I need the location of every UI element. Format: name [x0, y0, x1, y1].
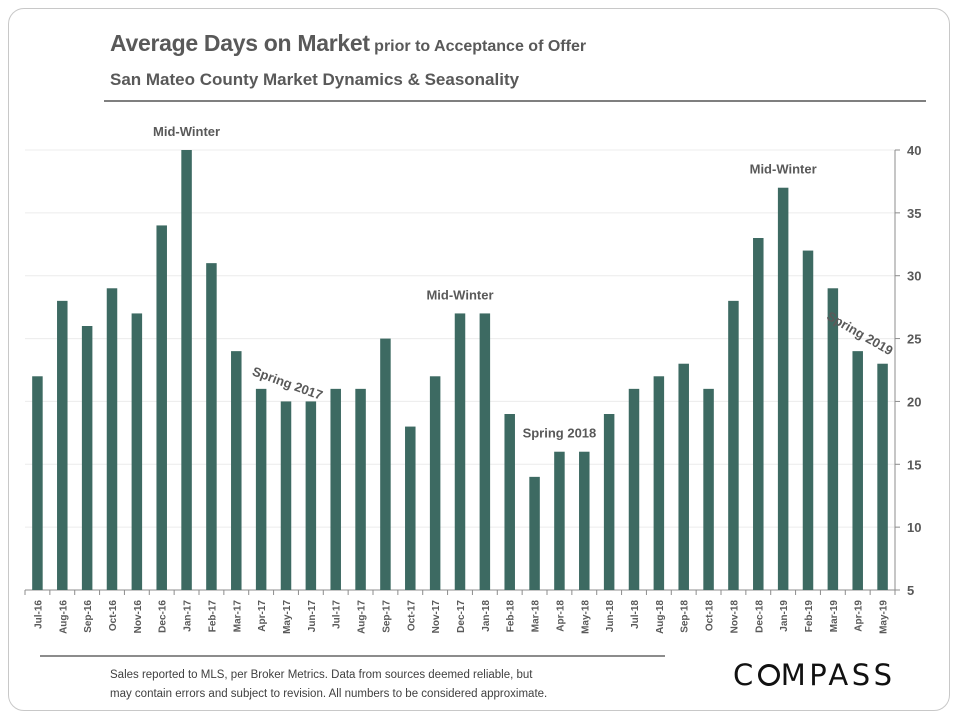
bar	[206, 263, 217, 590]
x-tick-label: May-18	[580, 600, 591, 634]
x-tick-label: Sep-17	[381, 600, 392, 633]
bar	[81, 326, 93, 590]
x-tick-label: Nov-17	[431, 600, 442, 634]
x-tick-label: Mar-17	[232, 600, 243, 633]
y-tick-label: 25	[907, 332, 921, 347]
bar	[380, 338, 391, 590]
chart-annotation: Spring 2018	[523, 426, 597, 441]
chart-title-main: Average Days on Market	[110, 30, 370, 56]
logo-text-end: MPASS	[780, 658, 896, 692]
x-tick-label: Apr-19	[854, 600, 865, 632]
y-tick-label: 40	[907, 143, 921, 158]
bar	[280, 401, 292, 590]
x-tick-label: Nov-18	[729, 600, 740, 634]
x-tick-label: Oct-18	[705, 600, 716, 632]
bar	[802, 250, 814, 591]
y-tick-label: 35	[907, 206, 921, 221]
x-tick-label: Aug-16	[58, 600, 69, 634]
x-tick-label: Dec-16	[158, 600, 169, 633]
x-tick-label: Mar-19	[829, 600, 840, 633]
x-tick-label: Dec-17	[456, 600, 467, 633]
bar	[678, 363, 689, 590]
x-tick-label: Dec-18	[754, 600, 765, 633]
bar	[131, 313, 143, 590]
logo-o-icon	[757, 664, 780, 686]
x-tick-label: Jan-17	[183, 600, 194, 632]
y-tick-label: 30	[907, 269, 921, 284]
bar	[753, 238, 764, 590]
footnote-line-1: Sales reported to MLS, per Broker Metric…	[110, 669, 533, 681]
bar	[405, 426, 416, 590]
bar	[454, 313, 466, 590]
x-tick-label: Aug-18	[655, 600, 666, 634]
bar	[479, 313, 491, 590]
x-tick-label: Jul-16	[33, 600, 44, 629]
x-tick-label: Oct-17	[406, 600, 417, 632]
y-tick-label: 20	[907, 394, 921, 409]
x-tick-label: Nov-16	[133, 600, 144, 634]
bar	[32, 376, 43, 590]
x-tick-label: Jul-18	[630, 600, 641, 629]
x-tick-label: Jun-17	[307, 600, 318, 633]
chart-title-suffix: prior to Acceptance of Offer	[369, 38, 587, 55]
chart-annotation: Mid-Winter	[426, 287, 493, 302]
x-tick-label: Mar-18	[531, 600, 542, 633]
y-tick-label: 10	[907, 520, 921, 535]
bar	[703, 388, 714, 590]
compass-logo: C MPASS	[733, 658, 896, 692]
x-tick-label: Oct-16	[108, 600, 119, 632]
bar	[529, 476, 540, 590]
chart-subtitle: San Mateo County Market Dynamics & Seaso…	[110, 70, 520, 89]
header-divider	[104, 100, 926, 102]
x-tick-label: Apr-17	[257, 600, 268, 632]
chart-annotation: Mid-Winter	[153, 124, 220, 139]
chart-title: Average Days on Market prior to Acceptan…	[110, 30, 586, 57]
x-tick-label: Apr-18	[555, 600, 566, 632]
bar	[231, 351, 242, 590]
bar	[877, 363, 888, 590]
x-tick-label: Feb-18	[506, 600, 517, 633]
footnote: Sales reported to MLS, per Broker Metric…	[110, 666, 630, 704]
bar	[255, 388, 267, 590]
x-tick-label: Sep-18	[680, 600, 691, 633]
bar	[330, 388, 341, 590]
bar	[728, 300, 739, 590]
bar	[653, 376, 665, 590]
logo-text-start: C	[733, 658, 757, 692]
bar	[777, 187, 789, 590]
x-tick-label: Jun-18	[605, 600, 616, 633]
bar	[429, 376, 441, 590]
x-tick-label: May-19	[879, 600, 890, 634]
bar	[57, 300, 68, 590]
footnote-line-2: may contain errors and subject to revisi…	[110, 688, 548, 700]
y-tick-label: 15	[907, 457, 921, 472]
bar	[628, 388, 640, 590]
y-tick-label: 5	[907, 583, 914, 598]
bar	[355, 388, 366, 590]
bar	[181, 150, 192, 590]
bar	[852, 351, 863, 590]
x-tick-label: Aug-17	[357, 600, 368, 634]
x-tick-label: Feb-17	[207, 600, 218, 633]
bar	[305, 401, 317, 590]
bar	[603, 414, 615, 590]
x-tick-label: May-17	[282, 600, 293, 634]
x-tick-label: Jan-18	[481, 600, 492, 632]
bar	[504, 414, 515, 590]
bar	[106, 288, 118, 590]
x-tick-label: Feb-19	[804, 600, 815, 633]
bar	[156, 225, 167, 590]
x-tick-label: Sep-16	[83, 600, 94, 633]
bar	[579, 451, 590, 590]
bar	[554, 451, 565, 590]
chart-annotation: Mid-Winter	[750, 162, 817, 177]
x-tick-label: Jan-19	[779, 600, 790, 632]
footer-divider	[40, 655, 665, 657]
x-tick-label: Jul-17	[332, 600, 343, 629]
bar	[827, 288, 839, 590]
